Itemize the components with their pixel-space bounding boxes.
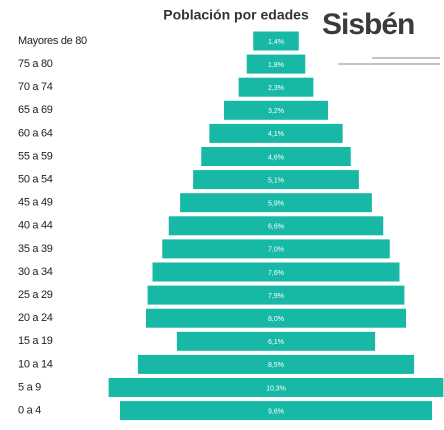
bar: [193, 170, 359, 190]
value-label: 9,6%: [268, 408, 284, 415]
value-label: 4,6%: [268, 154, 284, 161]
value-label: 6,1%: [268, 339, 284, 346]
bar: [162, 239, 390, 259]
value-label: 7,9%: [268, 293, 284, 300]
logo-tagline: [338, 57, 440, 65]
bar: [238, 77, 314, 97]
value-label: 4,1%: [268, 131, 284, 138]
bar: [180, 193, 372, 213]
category-label: 20 a 24: [18, 312, 53, 324]
bar: [201, 147, 351, 166]
value-label: 5,1%: [268, 177, 284, 184]
category-label: 75 a 80: [18, 58, 53, 70]
category-label: 10 a 14: [18, 358, 53, 370]
bar: [209, 123, 343, 143]
category-label: 15 a 19: [18, 335, 53, 347]
category-label: 60 a 64: [18, 127, 53, 139]
category-label: 0 a 4: [18, 405, 41, 417]
bar: [246, 54, 306, 74]
value-label: 7,6%: [268, 270, 284, 277]
value-label: 2,3%: [268, 85, 284, 92]
category-label: 70 a 74: [18, 81, 53, 93]
value-label: 3,2%: [268, 108, 284, 115]
bar: [120, 401, 432, 421]
value-label: 8,0%: [268, 316, 284, 323]
bar: [137, 354, 415, 374]
category-label: 50 a 54: [18, 174, 53, 186]
bar: [152, 262, 400, 282]
category-label: 40 a 44: [18, 220, 53, 232]
value-label: 1,8%: [268, 62, 284, 69]
category-label: 25 a 29: [18, 289, 53, 301]
bar: [224, 100, 328, 120]
bar: [176, 331, 376, 351]
category-label: 30 a 34: [18, 266, 53, 278]
category-label: 45 a 49: [18, 197, 53, 209]
value-label: 6,6%: [268, 224, 284, 231]
category-label: 55 a 59: [18, 150, 53, 162]
bar: [168, 216, 384, 236]
chart-title: Población por edades: [163, 7, 309, 23]
category-label: 5 a 9: [18, 381, 41, 393]
value-label: 10,3%: [266, 385, 286, 392]
value-label: 1,4%: [268, 39, 284, 46]
logo: Sisbén: [322, 8, 414, 41]
bar: [147, 285, 405, 305]
value-label: 5,9%: [268, 201, 284, 208]
value-label: 8,5%: [268, 362, 284, 369]
bar: [146, 308, 406, 328]
bar: [108, 378, 444, 397]
bar: [253, 31, 299, 51]
category-label: 65 a 69: [18, 104, 53, 116]
category-label: 35 a 39: [18, 243, 53, 255]
category-label: Mayores de 80: [18, 35, 87, 47]
value-label: 7,0%: [268, 247, 284, 254]
